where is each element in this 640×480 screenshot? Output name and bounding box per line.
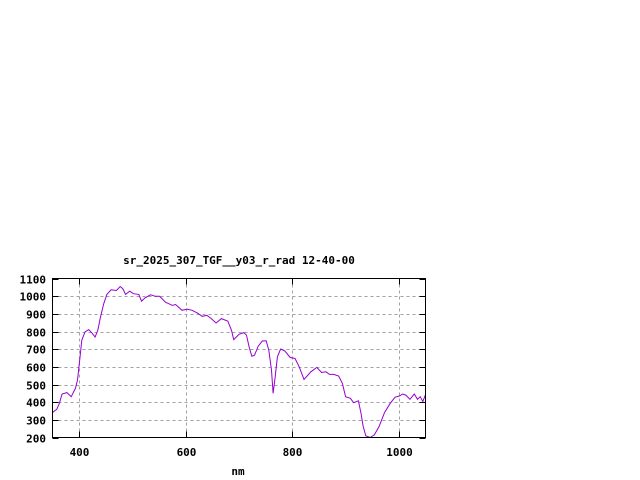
x-tick-label: 1000 (386, 446, 413, 459)
y-tick-labels: 200 300 400 500 600 700 800 900 1000 1100 (20, 274, 47, 446)
y-tick-label: 300 (26, 415, 46, 428)
ticks (52, 278, 426, 439)
y-tick-label: 600 (26, 362, 46, 375)
x-tick-label: 800 (283, 446, 303, 459)
y-tick-label: 700 (26, 344, 46, 357)
y-tick-label: 800 (26, 327, 46, 340)
y-tick-label: 200 (26, 433, 46, 446)
chart-title: sr_2025_307_TGF__y03_r_rad 12-40-00 (123, 254, 355, 267)
x-tick-label: 600 (177, 446, 197, 459)
x-tick-labels: 400 600 800 1000 (70, 446, 413, 459)
y-tick-label: 1100 (20, 274, 47, 287)
series-line (52, 285, 426, 439)
y-tick-label: 400 (26, 397, 46, 410)
y-tick-label: 1000 (20, 291, 47, 304)
x-tick-label: 400 (70, 446, 90, 459)
y-tick-label: 500 (26, 380, 46, 393)
y-tick-label: 900 (26, 309, 46, 322)
x-axis-label: nm (231, 465, 245, 478)
grid (52, 278, 426, 438)
plot-border (52, 278, 426, 438)
